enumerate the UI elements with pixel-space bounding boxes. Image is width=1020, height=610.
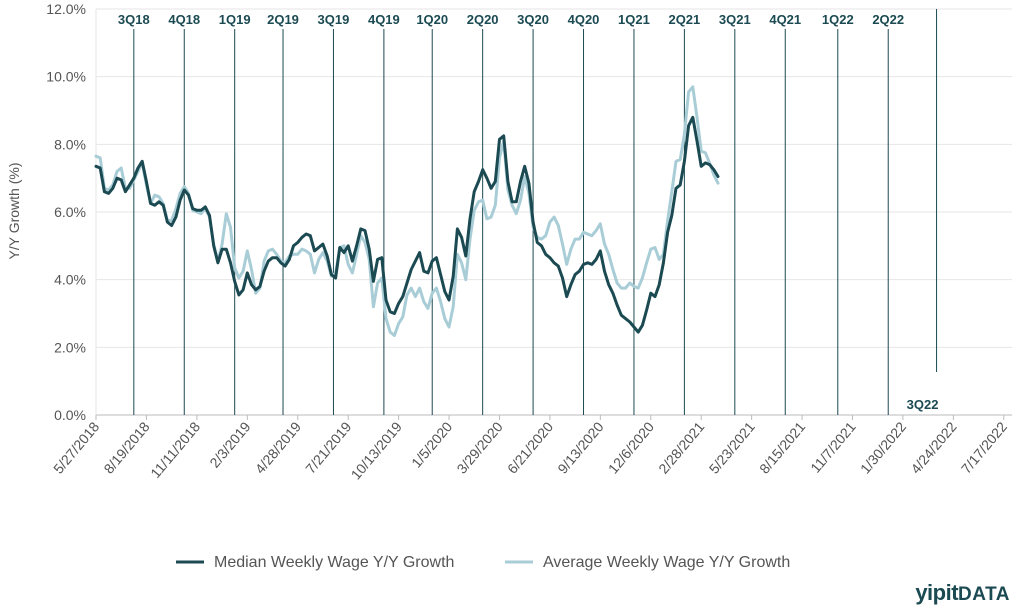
x-tick-label: 11/11/2018 (147, 418, 203, 481)
gridlines (95, 8, 1012, 416)
quarter-markers: 3Q18 4Q18 1Q19 2Q19 3Q19 4Q19 1Q20 2Q20 3Q20 4Q20… (118, 9, 939, 415)
brand-logo: yipitDATA (915, 580, 1010, 606)
quarter-label: 2Q20 (467, 12, 499, 27)
legend: Median Weekly Wage Y/Y Growth Average We… (176, 554, 790, 571)
quarter-label: 3Q21 (719, 12, 751, 27)
x-tick-label: 4/28/2019 (252, 418, 304, 476)
brand-logo-part1: yipit (915, 580, 959, 605)
x-tick-label: 8/19/2018 (100, 418, 152, 476)
y-axis-title: Y/Y Growth (%) (6, 163, 22, 260)
x-tick-label: 11/7/2021 (807, 418, 859, 475)
quarter-label: 3Q22 (907, 397, 939, 412)
x-tick-label: 5/27/2018 (50, 418, 102, 476)
quarter-label: 3Q18 (118, 12, 150, 27)
x-tick-label: 4/24/2022 (907, 418, 959, 476)
quarter-label: 3Q19 (318, 12, 350, 27)
quarter-label: 1Q21 (618, 12, 650, 27)
quarter-label: 2Q22 (872, 12, 904, 27)
x-tick-label: 8/15/2021 (756, 418, 808, 476)
x-tick-label: 2/3/2019 (206, 418, 253, 470)
quarter-label: 4Q18 (168, 12, 200, 27)
quarter-label: 1Q20 (416, 12, 448, 27)
y-tick-label: 0.0% (54, 407, 86, 423)
y-tick-label: 12.0% (46, 1, 86, 17)
y-tick-label: 10.0% (46, 69, 86, 85)
quarter-label: 2Q21 (668, 12, 700, 27)
y-tick-label: 2.0% (54, 339, 86, 355)
quarter-label: 4Q19 (368, 12, 400, 27)
quarter-label: 4Q21 (769, 12, 801, 27)
y-tick-label: 8.0% (54, 136, 86, 152)
series-lines (94, 85, 720, 337)
series-line-median (94, 115, 720, 334)
legend-label-median: Median Weekly Wage Y/Y Growth (214, 554, 454, 571)
x-tick-label: 7/17/2022 (958, 418, 1010, 476)
x-tick-label: 2/28/2021 (655, 418, 707, 476)
y-tick-label: 6.0% (54, 204, 86, 220)
y-tick-label: 4.0% (54, 272, 86, 288)
quarter-label: 1Q19 (219, 12, 251, 27)
quarter-label: 2Q19 (267, 12, 299, 27)
x-tick-label: 3/29/2020 (453, 418, 505, 476)
x-tick-label: 1/5/2020 (408, 418, 455, 470)
brand-logo-part2: DATA (958, 584, 1010, 605)
legend-label-average: Average Weekly Wage Y/Y Growth (543, 554, 790, 571)
quarter-label: 1Q22 (822, 12, 854, 27)
x-tick-label: 12/6/2020 (605, 418, 657, 476)
quarter-label: 3Q20 (517, 12, 549, 27)
x-tick-label: 10/13/2019 (348, 418, 405, 482)
x-tick-label: 1/30/2022 (857, 418, 909, 476)
x-tick-label: 9/13/2020 (554, 418, 606, 476)
x-tick-label: 7/21/2019 (302, 418, 354, 476)
x-tick-label: 5/23/2021 (706, 418, 758, 476)
x-tick-label: 6/21/2020 (504, 418, 556, 476)
y-axis: 0.0% 2.0% 4.0% 6.0% 8.0% 10.0% 12.0% (46, 1, 86, 423)
quarter-label: 4Q20 (568, 12, 600, 27)
series-line-average (94, 85, 720, 337)
